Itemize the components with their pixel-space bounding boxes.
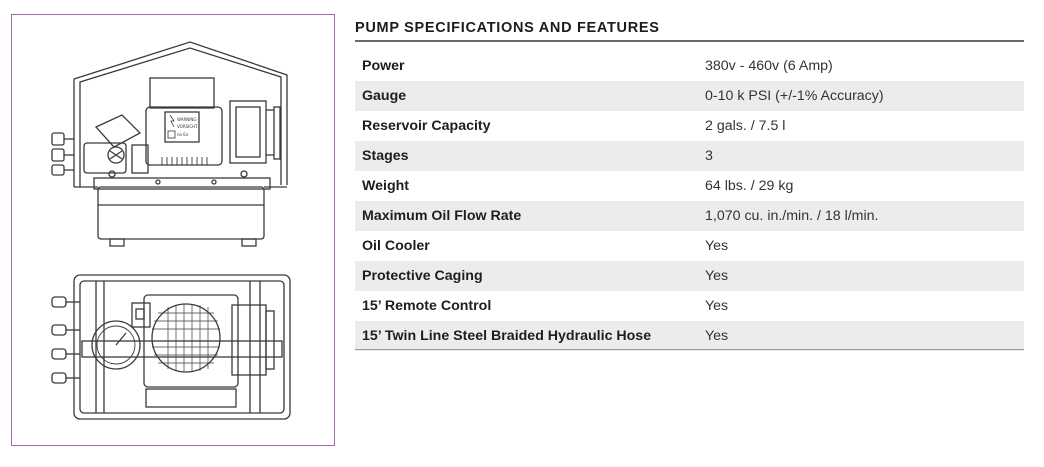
table-row: Weight 64 lbs. / 29 kg [355,171,1024,201]
table-bottom-rule [355,349,1024,350]
table-row: Reservoir Capacity 2 gals. / 7.5 l [355,111,1024,141]
spec-value: Yes [705,238,729,254]
spec-value: 0-10 k PSI (+/-1% Accuracy) [705,81,1024,111]
spec-value: 2 gals. / 7.5 l [705,118,786,134]
table-row: 15’ Remote Control Yes [355,291,1024,321]
pump-illustration: WARNING VORSICHT no Ex [51,41,291,420]
spec-label: Reservoir Capacity [362,118,491,134]
table-row: 15’ Twin Line Steel Braided Hydraulic Ho… [355,321,1024,351]
pump-illustration-frame: WARNING VORSICHT no Ex [11,14,335,446]
spec-value: 1,070 cu. in./min. / 18 l/min. [705,201,1024,231]
svg-text:no Ex: no Ex [177,132,189,137]
table-row: Oil Cooler Yes [355,231,1024,261]
pump-top-view [51,274,291,420]
spec-value: Yes [705,298,729,314]
spec-label: Maximum Oil Flow Rate [355,201,705,231]
spec-label: Stages [355,141,705,171]
spec-label: Power [362,58,405,74]
title-divider [355,40,1024,42]
spec-label: Weight [362,178,410,194]
table-row: Protective Caging Yes [355,261,1024,291]
spec-label: Oil Cooler [362,238,430,254]
svg-text:VORSICHT: VORSICHT [177,124,198,129]
spec-value: 380v - 460v (6 Amp) [705,58,833,74]
spec-label: 15’ Remote Control [362,298,492,314]
table-row: Stages 3 [355,141,1024,171]
spec-table: Power 380v - 460v (6 Amp) Gauge 0-10 k P… [355,51,1024,351]
spec-value: Yes [705,261,1024,291]
spec-section-title: PUMP SPECIFICATIONS AND FEATURES [355,20,660,36]
spec-label: Gauge [355,81,705,111]
pump-side-view: WARNING VORSICHT no Ex [51,41,288,247]
spec-value: 3 [705,141,1024,171]
table-row: Maximum Oil Flow Rate 1,070 cu. in./min.… [355,201,1024,231]
warning-label: WARNING VORSICHT no Ex [167,114,198,139]
table-row: Gauge 0-10 k PSI (+/-1% Accuracy) [355,81,1024,111]
spec-label: Protective Caging [355,261,705,291]
spec-label: 15’ Twin Line Steel Braided Hydraulic Ho… [355,321,705,351]
spec-value: Yes [705,321,1024,351]
svg-text:WARNING: WARNING [177,117,197,122]
table-row: Power 380v - 460v (6 Amp) [355,51,1024,81]
spec-value: 64 lbs. / 29 kg [705,178,794,194]
